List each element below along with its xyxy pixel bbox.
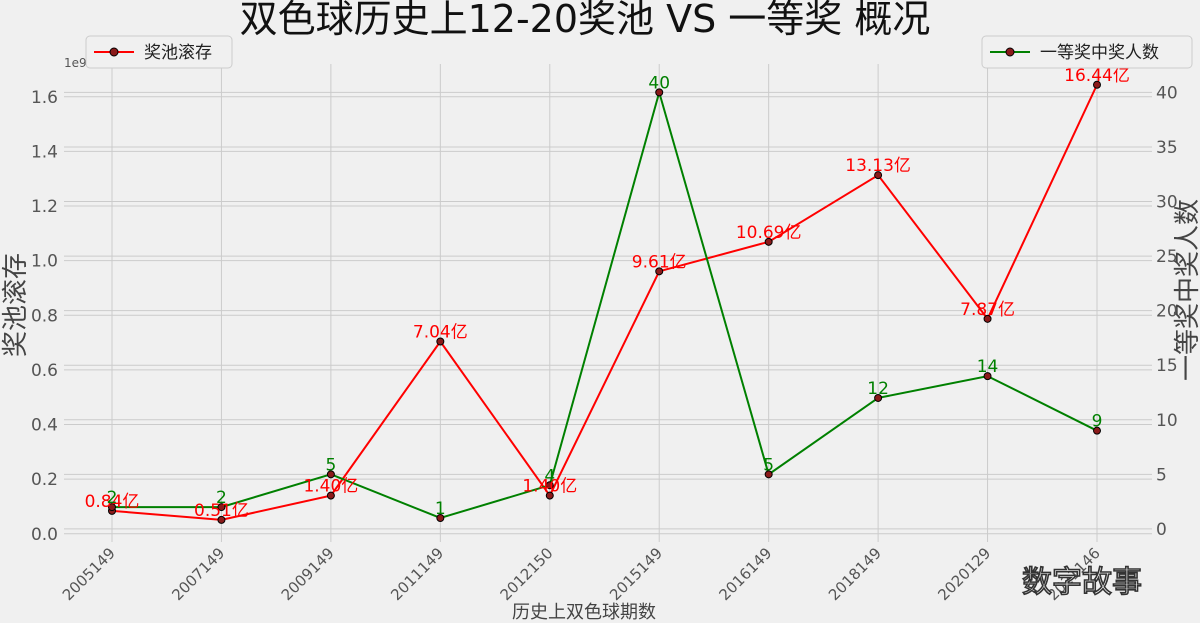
series-0-data-label: 0.84亿 (85, 492, 140, 512)
left-tick-label: 0.8 (31, 306, 58, 326)
series-0-point (1093, 80, 1101, 89)
series-0-point (764, 237, 773, 246)
series-1-point (1093, 426, 1101, 435)
left-tick-label: 1.4 (31, 142, 58, 162)
right-tick-label: 20 (1156, 302, 1178, 322)
series-0-point (217, 515, 226, 524)
series (108, 80, 1101, 524)
left-tick-label: 0.4 (31, 416, 58, 436)
series-1-data-label: 1 (435, 499, 446, 519)
series-1-point (436, 513, 445, 522)
left-tick-label: 0.0 (31, 525, 58, 545)
left-tick-label: 1.0 (31, 252, 58, 272)
series-1-data-label: 5 (325, 455, 336, 475)
series-0-data-label: 16.44亿 (1064, 66, 1130, 86)
series-0-point (436, 337, 445, 346)
left-tick-label: 0.2 (31, 470, 58, 490)
series-0-point (874, 171, 883, 180)
right-tick-label: 30 (1156, 193, 1178, 213)
series-1-data-label: 4 (544, 466, 555, 486)
right-tick-label: 10 (1156, 411, 1178, 431)
series-1-data-label: 2 (216, 488, 227, 508)
series-1-data-label: 2 (107, 488, 118, 508)
axis-ticks: 0.00.20.40.60.81.01.21.41.60510152025303… (31, 83, 1178, 604)
legend-winners-marker (1005, 47, 1015, 57)
x-tick-label: 2005149 (59, 544, 119, 604)
series-1-point (108, 503, 116, 512)
x-axis-label: 历史上双色球期数 (512, 602, 656, 623)
series-0-point (326, 491, 335, 500)
x-tick-label: 2016149 (716, 544, 776, 604)
right-tick-label: 35 (1156, 138, 1178, 158)
series-0-point (983, 314, 992, 323)
legend-pool-box (85, 35, 233, 69)
right-tick-label: 15 (1156, 356, 1178, 376)
legend-winners-box (981, 35, 1193, 69)
series-1-point (983, 372, 992, 381)
series-0-data-label: 13.13亿 (845, 156, 911, 176)
series-0-data-label: 7.87亿 (960, 300, 1015, 320)
series-1-data-label: 14 (977, 357, 999, 377)
series-0-point (545, 491, 554, 500)
series-1-data-label: 40 (648, 73, 670, 93)
right-tick-label: 5 (1156, 465, 1167, 485)
series-1-point (326, 470, 335, 479)
series-line-1 (112, 88, 1098, 520)
x-tick-label: 2007149 (168, 544, 228, 604)
chart-title: 双色球历史上12-20奖池 VS 一等奖 概况 (240, 0, 931, 41)
series-0-point (655, 267, 664, 276)
series-0-data-label: 1.40亿 (303, 477, 358, 497)
x-tick-label: 2020129 (934, 544, 994, 604)
series-1-point (764, 470, 773, 479)
x-tick-label: 2009149 (278, 544, 338, 604)
left-axis-multiplier: 1e9 (64, 56, 87, 70)
legend-pool-text: 奖池滚存 (144, 43, 212, 63)
right-tick-label: 40 (1156, 83, 1178, 103)
legend-pool: 奖池滚存 (85, 35, 233, 69)
series-1-data-label: 9 (1092, 412, 1103, 432)
series-0-data-label: 10.69亿 (736, 223, 802, 243)
left-tick-label: 1.2 (31, 197, 58, 217)
right-tick-label: 0 (1156, 520, 1167, 540)
series-1-point (655, 88, 664, 97)
right-tick-label: 25 (1156, 247, 1178, 267)
x-tick-label: 2011149 (387, 544, 447, 604)
series-1-point (874, 393, 883, 402)
x-tick-label: 2018149 (825, 544, 885, 604)
left-tick-label: 0.6 (31, 361, 58, 381)
series-0-data-label: 1.40亿 (522, 477, 577, 497)
left-tick-label: 1.6 (31, 88, 58, 108)
series-0-data-label: 0.51亿 (194, 501, 249, 521)
series-line-0 (111, 84, 1098, 521)
right-axis-label: 一等奖中奖人数 (1173, 199, 1200, 381)
series-0-data-label: 9.61亿 (632, 252, 687, 272)
legend-pool-marker (109, 47, 119, 57)
data-labels: 0.84亿 0.51亿 1.40亿 7.04亿 1.40亿 9.61亿 10.69亿 13.1… (85, 66, 1130, 521)
series-1-data-label: 12 (867, 379, 889, 399)
x-tick-label: 2012150 (497, 544, 557, 604)
watermark: 数字故事 (1022, 565, 1142, 600)
grid (64, 64, 1152, 542)
left-axis-label: 奖池滚存 (1, 253, 31, 357)
legend-winners-text: 一等奖中奖人数 (1040, 43, 1159, 63)
x-tick-label: 2015149 (606, 544, 666, 604)
series-1-point (217, 503, 226, 512)
series-0-data-label: 7.04亿 (413, 323, 468, 343)
series-1-data-label: 5 (763, 455, 774, 475)
legend-winners: 一等奖中奖人数 (981, 35, 1193, 69)
series-1-point (545, 481, 554, 490)
